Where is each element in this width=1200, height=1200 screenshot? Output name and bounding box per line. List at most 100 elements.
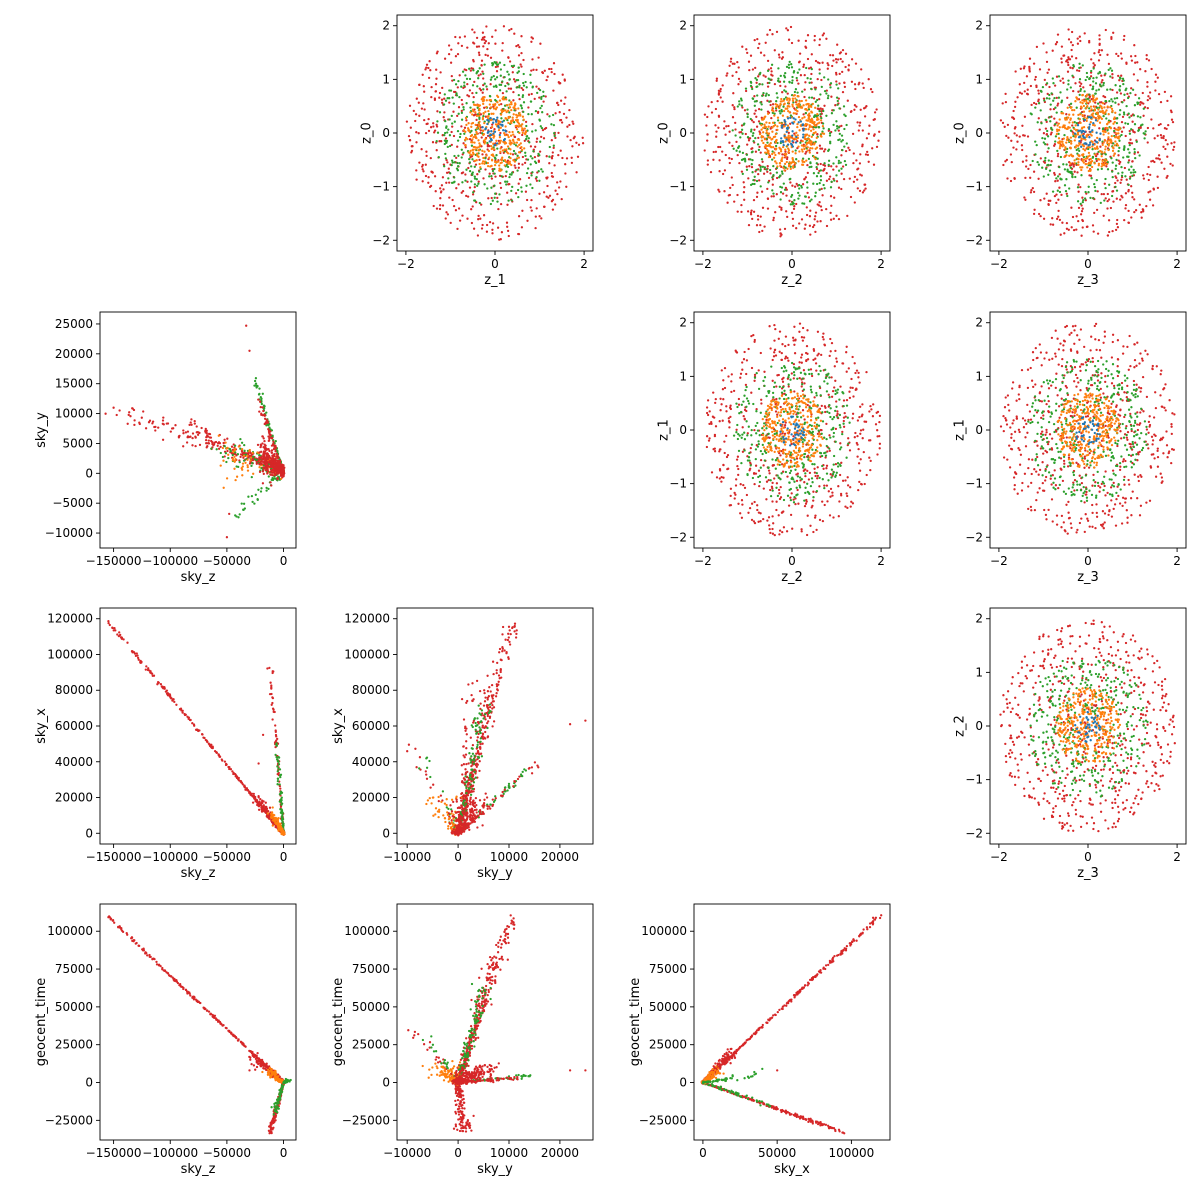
x-tick-label: 2 [1173,257,1181,271]
data-point [772,164,775,168]
data-point [1093,108,1097,111]
data-point [1100,81,1103,84]
data-point [486,148,489,151]
data-point [1090,69,1093,73]
data-point [865,104,868,108]
data-point [499,120,502,124]
data-point [727,194,730,197]
data-point [795,494,798,497]
data-point [414,113,418,116]
data-point [552,146,555,150]
data-point [790,41,794,45]
data-point [450,74,453,78]
data-point [452,78,456,82]
data-point [1147,178,1150,182]
data-point [1111,100,1114,103]
data-point [1085,101,1089,104]
data-point [464,144,467,147]
data-point [503,133,507,137]
data-point [465,68,468,72]
data-point [1070,142,1073,145]
data-point [747,177,750,180]
data-point [842,177,846,181]
data-point [792,478,795,481]
data-point [807,116,810,120]
data-point [499,238,502,241]
data-point [759,411,762,414]
data-point [816,151,819,155]
data-point [1013,176,1016,180]
data-point [750,366,754,370]
data-point [520,186,523,189]
data-point [787,374,791,377]
data-point [808,372,811,376]
data-point [429,126,433,129]
data-point [417,101,420,104]
data-point [1078,93,1081,97]
data-point [749,117,752,121]
data-point [778,205,781,208]
data-point [466,195,470,198]
data-point [802,113,805,116]
data-point [1040,90,1043,93]
data-point [545,195,548,198]
data-point [481,126,484,129]
data-point [776,374,779,377]
data-point [777,77,780,80]
data-point [1069,129,1073,132]
data-point [749,464,752,467]
data-point [442,103,446,106]
data-point [1107,121,1110,124]
data-point [835,360,839,363]
data-point [735,140,738,144]
data-point [520,190,523,193]
data-point [809,129,813,132]
data-point [845,492,848,495]
data-point [847,437,850,440]
data-point [1098,48,1101,52]
data-point [834,389,837,392]
data-point [1066,136,1069,139]
data-point [1096,153,1099,156]
data-point [1111,109,1114,113]
data-point [488,140,491,143]
data-point [728,504,731,507]
data-point [487,130,490,133]
data-point [476,234,480,237]
data-point [479,144,482,147]
data-point [756,445,760,448]
data-point [834,71,838,75]
data-point [789,122,792,125]
data-point [803,177,806,181]
data-point [1114,101,1117,104]
data-point [1142,177,1146,180]
data-point [769,531,772,535]
data-point [813,467,816,470]
data-point [570,156,573,159]
data-point [479,126,483,129]
data-point [723,386,727,390]
data-point [809,368,813,371]
data-point [731,104,734,107]
data-point [1070,153,1073,156]
data-point [799,371,803,374]
data-point [420,148,423,151]
data-point [820,147,824,150]
data-point [770,63,774,66]
data-point [1115,176,1118,180]
data-point [1173,141,1176,144]
data-point [828,449,831,452]
data-point [1044,143,1047,146]
data-point [742,158,745,161]
data-point [750,391,753,394]
data-point [859,432,862,435]
data-point [821,478,824,481]
data-point [488,220,492,224]
data-point [477,51,481,54]
data-point [456,227,459,231]
data-point [784,166,787,169]
data-point [752,520,756,523]
data-point [548,162,551,165]
data-point [524,190,528,193]
data-point [761,94,764,97]
